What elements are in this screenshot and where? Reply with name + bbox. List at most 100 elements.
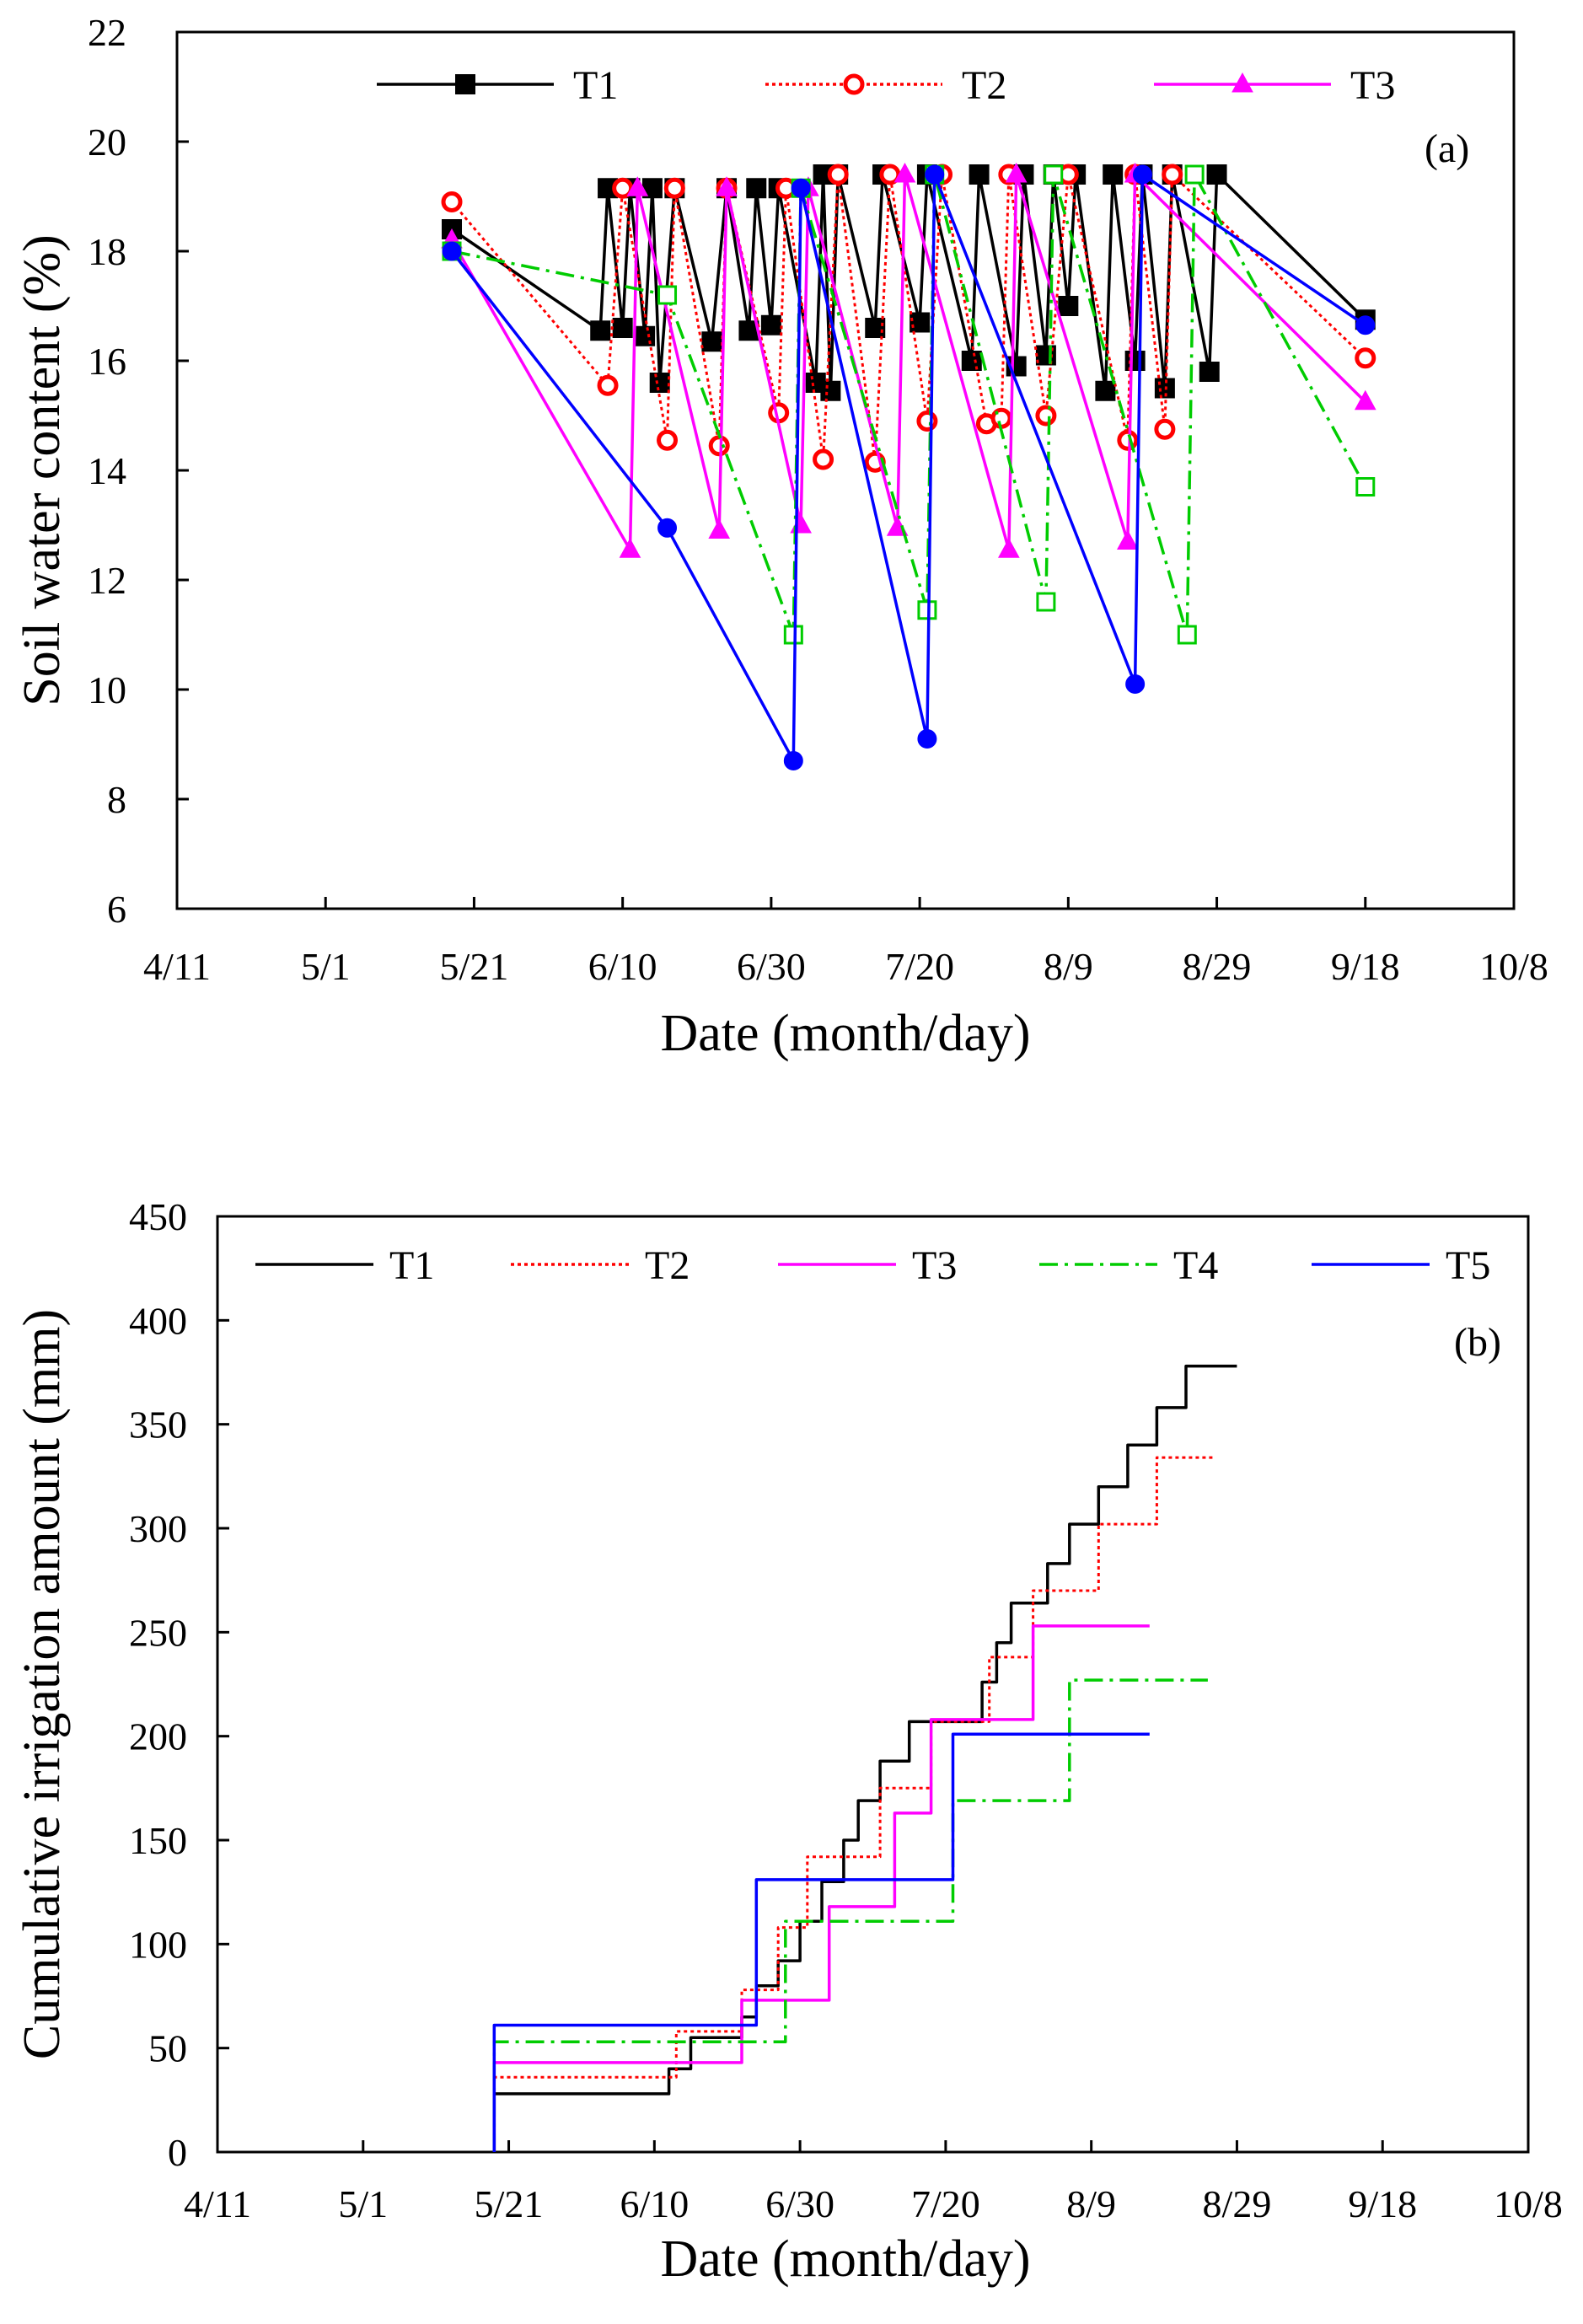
data-point	[1044, 164, 1064, 185]
data-point	[1177, 625, 1197, 645]
data-point	[635, 325, 656, 346]
data-point	[925, 164, 945, 185]
legend-marker	[1232, 72, 1253, 93]
series-markers	[441, 164, 1376, 473]
data-point	[1199, 362, 1220, 382]
y-tick-label: 300	[129, 1507, 187, 1550]
data-point	[916, 411, 938, 432]
series-line	[492, 1624, 1150, 2152]
y-tick-label: 12	[88, 559, 126, 602]
legend-label: T4	[1173, 1243, 1218, 1288]
data-point	[708, 435, 730, 457]
data-point	[1132, 164, 1152, 185]
data-point	[1035, 405, 1057, 427]
data-point	[626, 176, 649, 196]
x-tick-label: 7/20	[911, 2182, 980, 2225]
series-line	[451, 173, 1367, 636]
x-tick-label: 8/29	[1203, 2182, 1272, 2225]
data-point	[1058, 296, 1079, 316]
data-point	[917, 600, 937, 620]
data-point	[1103, 164, 1124, 185]
data-point	[760, 314, 781, 335]
legend: T1 T2 T3	[377, 63, 1395, 108]
data-point	[1116, 529, 1139, 550]
data-point	[442, 241, 462, 261]
data-point	[917, 729, 937, 749]
legend-label: T5	[1446, 1243, 1490, 1288]
plot-frame	[175, 30, 1516, 910]
y-tick-label: 10	[88, 668, 126, 711]
x-tick-label: 8/9	[1044, 945, 1093, 988]
x-tick-label: 4/11	[184, 2182, 251, 2225]
data-point	[791, 178, 811, 198]
x-tick-label: 7/20	[885, 945, 954, 988]
x-tick-label: 5/21	[440, 945, 509, 988]
series-line	[492, 1364, 1237, 2152]
x-axis-title: Date (month/day)	[660, 2230, 1030, 2288]
data-point	[657, 429, 679, 451]
legend-marker	[455, 74, 475, 94]
x-axis: 4/11 5/1 5/21 6/10 6/30 7/20 8/9 8/29 9/18 10/8	[184, 2140, 1563, 2225]
x-tick-label: 6/10	[620, 2182, 689, 2225]
data-point	[1125, 674, 1146, 694]
y-tick-label: 6	[107, 888, 126, 931]
data-point	[1355, 347, 1376, 369]
data-point	[843, 73, 865, 95]
y-axis: 6 8 10 12 14 16 18 20 22	[88, 11, 189, 931]
data-point	[708, 518, 731, 539]
plot-frame	[216, 1215, 1530, 2154]
x-tick-label: 4/11	[143, 945, 211, 988]
x-axis: 4/11 5/1 5/21 6/10 6/30 7/20 8/9 8/29 9/18 10/8	[143, 897, 1548, 988]
series-line	[492, 1732, 1150, 2152]
data-point	[1355, 315, 1376, 335]
x-tick-label: 10/8	[1494, 2182, 1563, 2225]
legend-label: T1	[389, 1243, 434, 1288]
data-point	[1154, 418, 1176, 440]
data-point	[1005, 162, 1028, 183]
data-point	[910, 312, 931, 333]
data-point	[893, 162, 916, 183]
data-point	[820, 380, 841, 401]
x-tick-label: 8/9	[1066, 2182, 1116, 2225]
data-point	[813, 448, 834, 470]
data-point	[961, 351, 982, 371]
y-tick-label: 400	[129, 1299, 187, 1342]
data-point	[657, 518, 678, 538]
y-axis-title: Cumulative irrigation amount (mm)	[13, 1309, 71, 2059]
y-tick-label: 250	[129, 1611, 187, 1654]
series-line	[450, 173, 1366, 763]
y-tick-label: 18	[88, 230, 126, 273]
data-point	[827, 164, 849, 185]
series-group	[441, 162, 1376, 770]
data-point	[1036, 592, 1056, 612]
data-point	[612, 318, 633, 338]
y-tick-label: 450	[129, 1195, 187, 1238]
data-point	[746, 178, 767, 199]
legend-marker	[843, 73, 865, 95]
legend-label: T2	[645, 1243, 690, 1288]
panel-label: (b)	[1454, 1320, 1501, 1365]
data-point	[1095, 380, 1116, 401]
data-point	[969, 164, 990, 185]
series-line	[450, 173, 1366, 464]
data-point	[619, 538, 641, 558]
y-tick-label: 16	[88, 340, 126, 383]
data-point	[783, 625, 803, 645]
x-tick-label: 9/18	[1331, 945, 1400, 988]
y-tick-label: 20	[88, 121, 126, 164]
data-point	[1162, 164, 1183, 185]
soil-water-panel: 6 8 10 12 14 16 18 20 22 4/11 5/1 5/21 6/10 6/30 7/20…	[13, 11, 1548, 1062]
data-point	[597, 374, 619, 396]
data-point	[657, 285, 678, 305]
series-line	[451, 173, 1367, 393]
data-point	[998, 538, 1020, 558]
series-group	[492, 1364, 1237, 2152]
y-axis-title: Soil water content (%)	[13, 234, 71, 706]
x-tick-label: 5/1	[338, 2182, 388, 2225]
y-axis: 0 50 100 150 200 250 300 350 400 450	[129, 1195, 229, 2174]
series-markers	[441, 162, 1376, 558]
y-tick-label: 22	[88, 11, 126, 54]
data-point	[1355, 477, 1376, 496]
x-tick-label: 5/1	[301, 945, 351, 988]
data-point	[1232, 72, 1253, 93]
